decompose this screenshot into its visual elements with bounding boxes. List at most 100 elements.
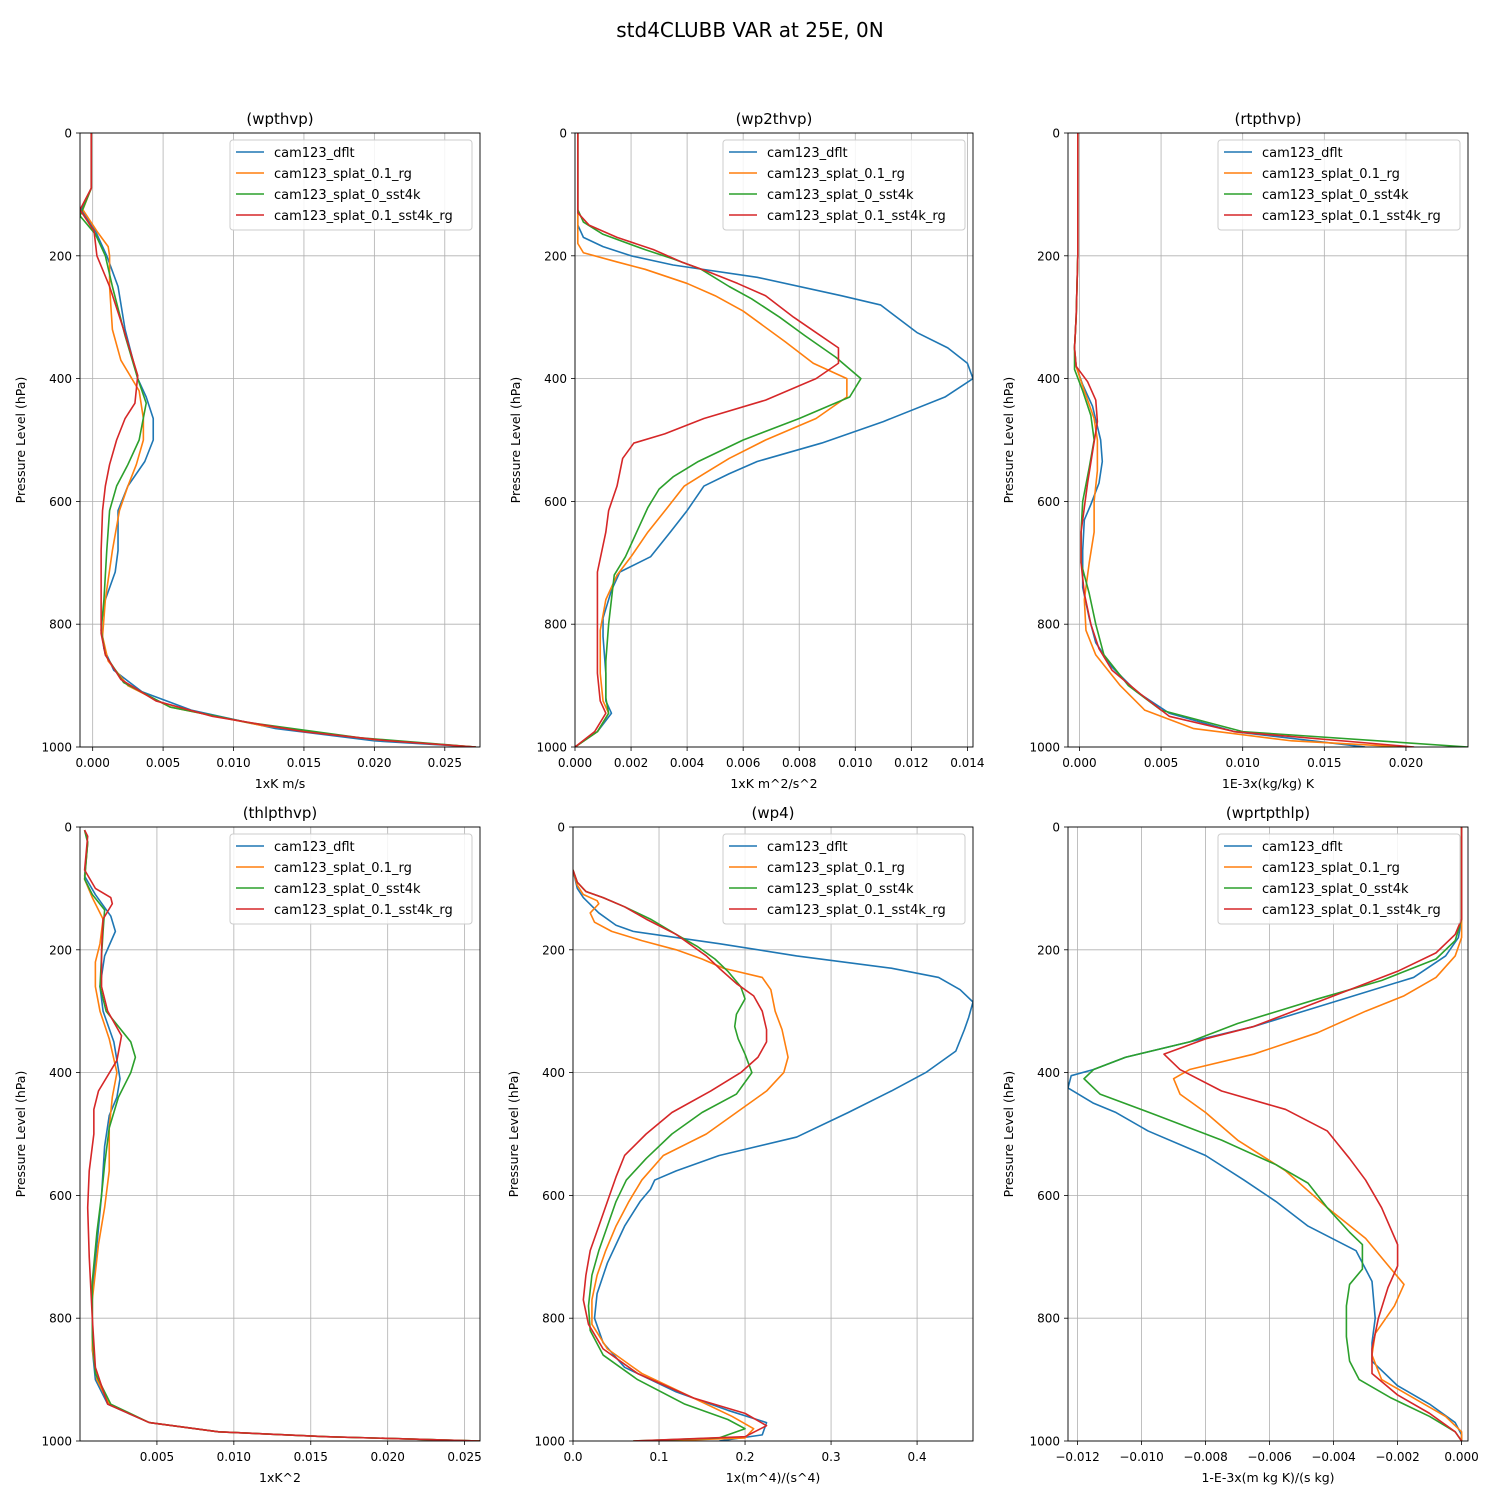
y-tick-label: 600 <box>1037 495 1060 509</box>
legend-box <box>722 833 966 925</box>
x-tick-label: 0.2 <box>735 1450 754 1464</box>
series-line <box>575 133 848 747</box>
x-tick-label: 0.020 <box>357 756 391 770</box>
x-axis-label: 1xK m/s <box>255 776 305 791</box>
series-line <box>83 829 480 1441</box>
panel-title: (wp2thvp) <box>736 110 813 128</box>
y-tick-label: 0 <box>1052 821 1060 835</box>
y-tick-label: 800 <box>1037 618 1060 632</box>
y-axis-label: Pressure Level (hPa) <box>13 377 28 504</box>
y-tick-label: 1000 <box>1029 1435 1060 1449</box>
y-tick-label: 0 <box>1052 127 1060 141</box>
x-tick-label: 0.000 <box>1444 1450 1478 1464</box>
series-line <box>83 829 480 1441</box>
x-tick-label: 0.006 <box>726 756 760 770</box>
chart-panel: 0.000 0.005 0.010 0.015 0.020 0 200 400 600 800 10… <box>1001 110 1469 791</box>
y-tick-label: 800 <box>544 618 567 632</box>
legend-label: cam123_dflt <box>767 146 848 161</box>
legend-label: cam123_splat_0.1_sst4k_rg <box>274 903 453 918</box>
legend-label: cam123_splat_0_sst4k <box>767 882 914 897</box>
legend-label: cam123_dflt <box>1262 840 1343 855</box>
y-tick-label: 400 <box>542 1066 565 1080</box>
x-tick-label: −0.004 <box>1311 1450 1355 1464</box>
chart-panel: 0.005 0.010 0.015 0.020 0.025 0 200 400 600 800 10… <box>13 804 482 1485</box>
legend: cam123_dflt cam123_splat_0.1_rg cam123_spl… <box>722 833 966 925</box>
series-line <box>575 133 862 747</box>
legend-label: cam123_dflt <box>274 840 355 855</box>
y-tick-label: 600 <box>49 495 72 509</box>
x-axis-label: 1xK^2 <box>259 1470 301 1485</box>
legend-label: cam123_splat_0.1_sst4k_rg <box>767 209 946 224</box>
series-line <box>1073 133 1415 747</box>
axes-frame <box>79 826 481 1442</box>
x-tick-label: 0.014 <box>950 756 984 770</box>
series-group <box>80 133 476 747</box>
x-tick-label: 0.010 <box>1226 756 1260 770</box>
x-tick-label: 0.010 <box>216 756 250 770</box>
y-tick-label: 400 <box>49 1066 72 1080</box>
y-tick-label: 0 <box>557 821 565 835</box>
y-tick-label: 600 <box>1037 1189 1060 1203</box>
legend-label: cam123_splat_0_sst4k <box>1262 882 1409 897</box>
legend-label: cam123_splat_0.1_rg <box>1262 861 1400 876</box>
legend-label: cam123_splat_0.1_sst4k_rg <box>274 209 453 224</box>
legend-box <box>1217 833 1461 925</box>
axes-frame <box>79 132 481 748</box>
legend-label: cam123_dflt <box>1262 146 1343 161</box>
y-axis-label: Pressure Level (hPa) <box>506 1071 521 1198</box>
figure-title: std4CLUBB VAR at 25E, 0N <box>616 18 884 42</box>
chart-panel: −0.012 −0.010 −0.008 −0.006 −0.004 −0.002 0.00… <box>1001 804 1479 1485</box>
x-axis-label: 1xK m^2/s^2 <box>730 776 817 791</box>
x-tick-label: 0.020 <box>1389 756 1423 770</box>
y-tick-label: 400 <box>1037 372 1060 386</box>
legend-label: cam123_splat_0.1_rg <box>274 861 412 876</box>
x-tick-label: −0.012 <box>1055 1450 1099 1464</box>
panels: 0.000 0.005 0.010 0.015 0.020 0.0250200400600… <box>13 110 1479 1485</box>
legend-label: cam123_splat_0.1_rg <box>767 167 905 182</box>
legend-label: cam123_splat_0_sst4k <box>274 188 421 203</box>
legend-label: cam123_dflt <box>767 840 848 855</box>
panel-title: (thlpthvp) <box>243 804 318 822</box>
y-tick-label: 0 <box>64 821 72 835</box>
series-line <box>1163 827 1463 1441</box>
x-axis-label: 1-E-3x(m kg K)/(s kg) <box>1201 1470 1334 1485</box>
x-tick-label: 0.4 <box>908 1450 927 1464</box>
x-tick-label: 0.002 <box>614 756 648 770</box>
series-group <box>573 869 973 1441</box>
y-tick-label: 200 <box>1037 249 1060 263</box>
panel-title: (wp4) <box>751 804 794 822</box>
y-tick-label: 200 <box>1037 943 1060 957</box>
x-tick-label: 0.000 <box>75 756 109 770</box>
axes-frame <box>1067 826 1469 1442</box>
legend: cam123_dflt cam123_splat_0.1_rg cam123_spl… <box>229 833 473 925</box>
series-line <box>575 133 840 747</box>
x-tick-label: 0.0 <box>563 1450 582 1464</box>
x-tick-label: 0.015 <box>294 1450 328 1464</box>
y-tick-label: 600 <box>544 495 567 509</box>
series-line <box>573 869 789 1441</box>
y-axis-label: Pressure Level (hPa) <box>508 377 523 504</box>
legend-box <box>722 139 966 231</box>
legend-box <box>1217 139 1461 231</box>
x-tick-label: −0.010 <box>1119 1450 1163 1464</box>
legend-label: cam123_splat_0.1_rg <box>274 167 412 182</box>
legend-label: cam123_splat_0.1_sst4k_rg <box>1262 903 1441 918</box>
series-group <box>575 133 973 747</box>
panel-title: (rtpthvp) <box>1234 110 1301 128</box>
legend: cam123_dflt cam123_splat_0.1_rg cam123_spl… <box>722 139 966 231</box>
legend-label: cam123_dflt <box>274 146 355 161</box>
legend-box <box>229 833 473 925</box>
legend-label: cam123_splat_0.1_sst4k_rg <box>767 903 946 918</box>
legend-box <box>229 139 473 231</box>
y-tick-label: 0 <box>64 127 72 141</box>
legend-label: cam123_splat_0.1_rg <box>767 861 905 876</box>
y-tick-label: 1000 <box>41 741 72 755</box>
series-group <box>1073 133 1468 747</box>
series-group <box>1068 827 1463 1441</box>
series-line <box>573 869 768 1441</box>
chart-panel: 0.000 0.002 0.004 0.006 0.008 0.010 0.012 0.014… <box>508 110 985 791</box>
series-line <box>80 133 476 747</box>
y-tick-label: 600 <box>542 1189 565 1203</box>
axes-frame <box>574 132 974 748</box>
y-tick-label: 0 <box>559 127 567 141</box>
